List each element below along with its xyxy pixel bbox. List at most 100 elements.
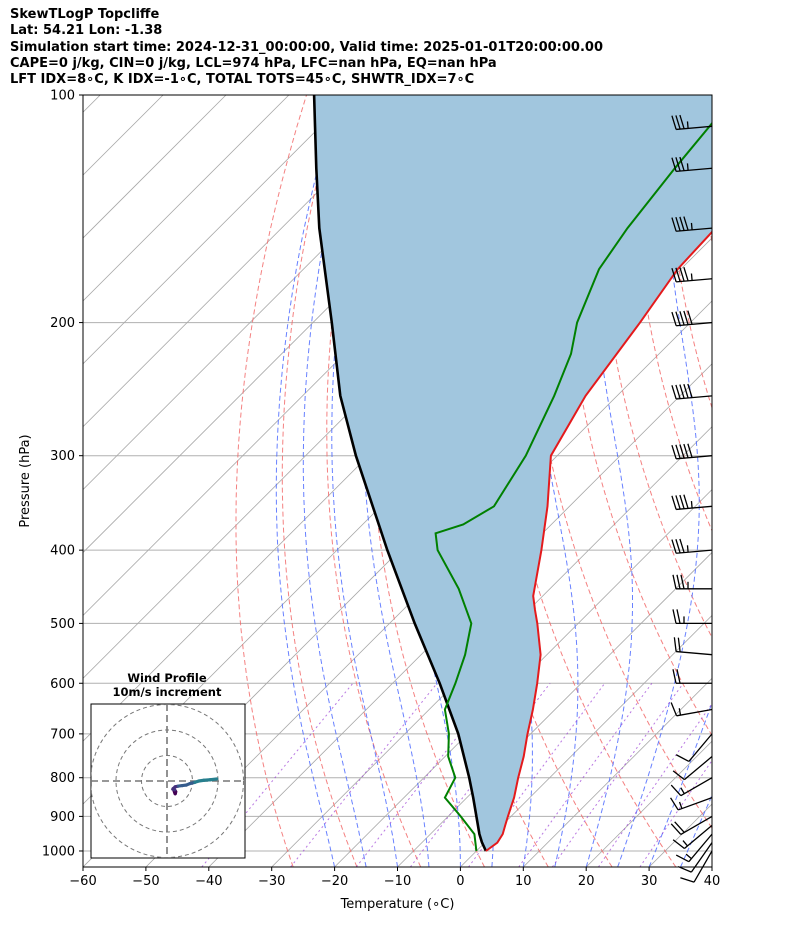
dry-adiabat — [562, 95, 712, 737]
y-tick-label: 500 — [50, 617, 75, 632]
wind-barb-shaft — [676, 167, 713, 173]
y-tick-label: 1000 — [42, 844, 75, 859]
wind-barb-flag — [679, 538, 685, 553]
isotherm-line — [83, 95, 227, 239]
wind-barb-flag — [671, 444, 677, 460]
wind-barb-shaft — [684, 756, 713, 781]
y-tick-label: 300 — [50, 449, 75, 464]
wind-barb-flag — [679, 494, 685, 509]
parcel-profile-line — [312, 95, 488, 852]
wind-barb-flag — [675, 444, 681, 459]
wind-barb-flag — [679, 156, 685, 171]
wind-barb-flag — [672, 770, 685, 781]
wind-barb-flag — [677, 865, 692, 873]
x-tick-label: −60 — [69, 874, 96, 889]
wind-barb-half-flag — [682, 840, 688, 847]
moist-adiabat — [648, 701, 712, 867]
isotherm-line — [460, 614, 712, 867]
wind-barb — [673, 637, 713, 656]
wind-barb-flag — [679, 216, 685, 231]
moist-adiabat — [331, 95, 398, 867]
wind-barb-flag — [680, 877, 695, 883]
hodograph-subtitle: 10m/s increment — [113, 685, 222, 699]
dry-adiabat — [235, 95, 307, 867]
wind-barb — [671, 383, 713, 400]
plot-area — [83, 95, 794, 867]
wind-barb — [671, 310, 713, 327]
indices-line: LFT IDX=8∘C, K IDX=-1∘C, TOTAL TOTS=45∘C… — [10, 72, 475, 88]
wind-barb-flag — [671, 217, 677, 232]
wind-barb — [672, 669, 712, 684]
hodograph-plot — [91, 704, 245, 858]
wind-barb-half-flag — [685, 853, 692, 860]
wind-barb-flag — [675, 754, 690, 763]
wind-barb-flag — [675, 854, 690, 863]
moist-adiabat — [585, 95, 633, 867]
wind-barb-half-flag — [686, 545, 689, 553]
wind-barb-flag — [672, 609, 677, 624]
wind-barb-flag — [673, 637, 677, 652]
wind-barb-shaft — [676, 321, 713, 327]
wind-barb-shaft — [676, 505, 713, 511]
wind-barb-flag — [687, 443, 693, 458]
isotherm-line — [711, 866, 712, 867]
chart-title: SkewTLogP Topcliffe — [10, 7, 160, 22]
mixing-ratio-line — [290, 682, 438, 867]
isotherm-line — [83, 95, 101, 113]
x-tick-label: −50 — [132, 874, 159, 889]
wind-barb-flag — [675, 384, 681, 399]
wind-barb — [671, 156, 713, 173]
wind-barb-flag — [683, 266, 689, 282]
wind-barb-flag — [671, 495, 677, 510]
x-tick-label: 30 — [641, 874, 658, 889]
wind-barb-flag — [670, 797, 679, 811]
wind-barb — [671, 538, 713, 554]
wind-barb-half-flag — [678, 708, 682, 716]
moist-adiabat — [711, 865, 712, 867]
wind-barb — [672, 756, 713, 781]
wind-barb-shaft — [684, 824, 713, 850]
wind-barb-flag — [675, 311, 681, 326]
wind-barb-flag — [675, 115, 681, 130]
wind-barb-shaft — [688, 733, 713, 762]
wind-barb-flag — [672, 574, 677, 589]
isotherm-line — [83, 95, 415, 428]
wind-barb-flag — [679, 114, 685, 129]
wind-barb-flag — [675, 495, 681, 510]
wind-barb-flag — [676, 609, 681, 624]
y-tick-label: 900 — [50, 810, 75, 825]
y-tick-label: 800 — [50, 771, 75, 786]
wind-barb — [675, 733, 713, 763]
wind-barb — [670, 797, 713, 811]
wind-barb-flag — [672, 839, 685, 850]
wind-barb-shaft — [676, 650, 713, 656]
x-tick-label: −30 — [258, 874, 285, 889]
wind-barb-shaft — [680, 815, 713, 835]
dry-adiabat — [281, 95, 358, 867]
wind-barb-half-flag — [686, 163, 689, 171]
wind-barb-flag — [674, 821, 685, 833]
wind-barb-shaft — [676, 549, 713, 554]
wind-barb-half-flag — [680, 787, 685, 795]
wind-barb-flag — [683, 494, 689, 509]
y-tick-label: 200 — [50, 316, 75, 331]
wind-barb-flag — [677, 637, 681, 652]
wind-barb — [672, 824, 713, 850]
wind-barb-flag — [675, 539, 681, 554]
x-tick-label: 20 — [578, 874, 595, 889]
wind-barb-flag — [670, 784, 682, 797]
wind-barb-shaft — [676, 125, 713, 131]
wind-barb-half-flag — [678, 801, 683, 809]
mixing-ratio-line — [409, 682, 551, 867]
dry-adiabat — [326, 95, 422, 867]
wind-barb-shaft — [677, 797, 713, 811]
y-tick-label: 100 — [50, 89, 75, 104]
wind-barb-flag — [671, 539, 677, 554]
wind-barb — [670, 702, 713, 717]
wind-barb-flag — [671, 385, 677, 400]
wind-barb-flag — [680, 574, 685, 589]
y-tick-label: 600 — [50, 677, 75, 692]
dry-adiabat — [730, 95, 794, 867]
wind-barb-flag — [683, 443, 689, 458]
y-tick-label: 700 — [50, 727, 75, 742]
